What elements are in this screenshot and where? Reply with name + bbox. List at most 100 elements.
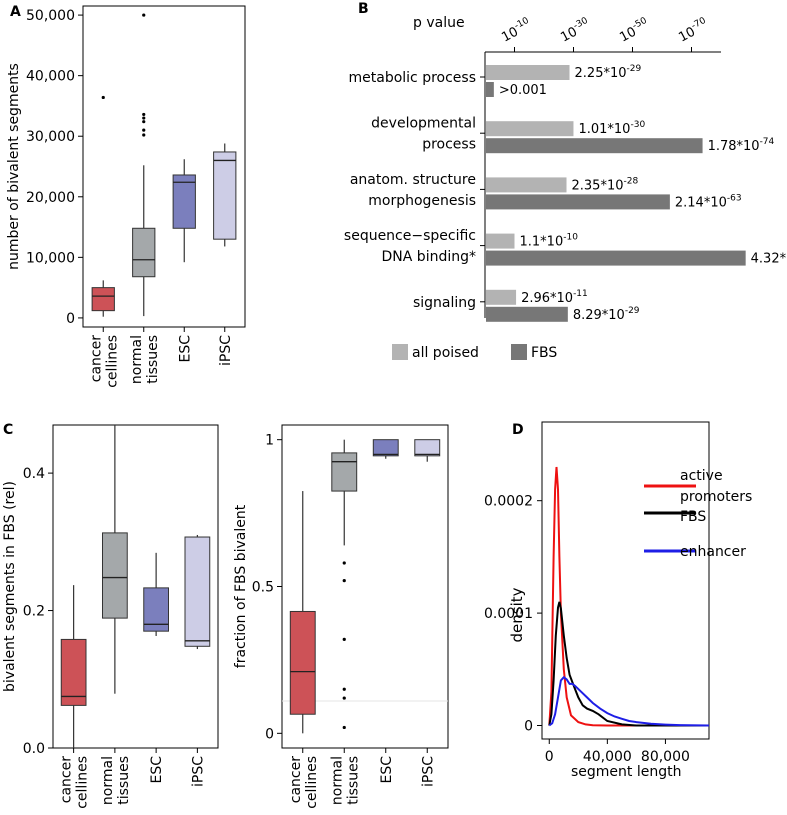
box-1 (102, 532, 128, 619)
outlier-point (342, 637, 346, 641)
bar-all-poised (486, 289, 517, 305)
outlier-point (342, 579, 346, 583)
x-axis-label: segment length (571, 764, 681, 780)
x-tick-label: 10-10 (498, 16, 534, 46)
bar-fbs (486, 82, 494, 97)
density-line-2 (548, 675, 710, 727)
bar-all-poised (486, 121, 574, 137)
category-label: morphogenesis (368, 193, 476, 209)
legend-label: promoters (680, 489, 752, 505)
bar-fbs (486, 250, 746, 266)
x-tick-label: iPSC (420, 756, 436, 787)
y-tick-label: 40,000 (26, 69, 75, 85)
bar-value-label: 2.25*10-29 (575, 64, 642, 81)
box-1 (132, 227, 156, 278)
y-axis-label: bivalent segments in FBS (rel) (2, 481, 18, 692)
category-label: anatom. structure (350, 172, 476, 188)
bar-all-poised (486, 65, 570, 80)
x-tick-label: tissues (145, 335, 161, 384)
x-tick-label: 10-70 (675, 16, 711, 46)
plot-frame (52, 424, 219, 749)
y-tick-label: 0.0001 (484, 606, 533, 622)
x-tick-label: 80,000 (641, 749, 690, 765)
outlier-point (342, 696, 346, 700)
box-2 (372, 439, 399, 457)
x-tick-label: normal (100, 756, 116, 805)
y-tick-label: 0.5 (252, 580, 274, 596)
outlier-point (142, 133, 146, 137)
y-axis-label: number of bivalent segments (6, 63, 22, 270)
legend-swatch (392, 344, 408, 360)
legend-label: all poised (412, 345, 479, 361)
chart-a-bivalent-count: 0 10,000 20,000 30,000 40,000 50,000 number of… (6, 5, 246, 388)
category-label: metabolic process (349, 70, 477, 86)
legend-swatch (511, 344, 527, 360)
chart-c-relative-segments: 0.0 0.2 0.4 bivalent segments in FBS (rel) c… (2, 424, 219, 809)
y-tick-label: 20,000 (26, 190, 75, 206)
outlier-point (142, 13, 146, 17)
bar-fbs (486, 306, 568, 322)
category-label: sequence−specific (344, 228, 476, 244)
category-label: developmental (371, 116, 476, 132)
x-tick-label: cellines (104, 335, 120, 388)
outlier-point (342, 687, 346, 691)
x-tick-label: tissues (116, 756, 132, 805)
x-tick-label: cellines (75, 756, 91, 809)
box-3 (184, 536, 211, 647)
legend-label: active (680, 468, 723, 484)
bar-all-poised (486, 177, 567, 193)
outlier-point (142, 116, 146, 120)
x-tick-label: ESC (149, 756, 165, 784)
y-tick-label: 10,000 (26, 250, 75, 266)
x-tick-label: tissues (345, 756, 361, 805)
y-tick-label: 0.2 (23, 604, 45, 620)
x-tick-label: 40,000 (583, 749, 632, 765)
x-tick-label: cancer (288, 756, 304, 803)
plot-frame (82, 5, 246, 328)
panel-label-d: D (512, 422, 524, 438)
bar-value-label: 8.29*10-29 (573, 306, 640, 323)
bar-value-label: 1.78*10-74 (708, 137, 775, 154)
box-2 (172, 174, 196, 229)
y-tick-label: 1 (265, 433, 274, 449)
box-0 (289, 610, 316, 715)
box-0 (91, 287, 115, 312)
legend-label: FBS (680, 509, 706, 525)
x-tick-label: 0 (545, 749, 554, 765)
bar-value-label: >0.001 (499, 83, 547, 98)
x-tick-label: 10-30 (557, 16, 593, 46)
legend-label: FBS (531, 345, 557, 361)
x-axis-label: p value (413, 15, 465, 31)
box-3 (414, 439, 441, 457)
bar-fbs (486, 138, 703, 154)
panel-label-a: A (10, 4, 21, 20)
y-tick-label: 0 (66, 311, 75, 327)
x-tick-label: normal (129, 335, 145, 384)
x-tick-label: ESC (177, 335, 193, 363)
outlier-point (101, 95, 105, 100)
y-tick-label: 0 (265, 726, 274, 742)
bar-value-label: 2.14*10-63 (675, 193, 742, 210)
y-tick-label: 0.0002 (484, 494, 533, 510)
panel-label-b: B (358, 1, 369, 17)
y-tick-label: 0.4 (23, 466, 45, 482)
x-tick-label: normal (329, 756, 345, 805)
outlier-point (342, 561, 346, 565)
bar-fbs (486, 194, 670, 210)
x-tick-label: cancer (59, 756, 75, 803)
bar-value-label: 1.01*10-30 (578, 120, 645, 137)
bar-value-label: 2.35*10-28 (572, 176, 639, 193)
chart-b-pvalue-bars: p value 10-10 10-30 10-50 10-70 metabolic pro… (344, 15, 787, 361)
density-line-0 (548, 466, 709, 727)
bar-value-label: 4.32*10-89 (751, 250, 787, 267)
plot-frame (541, 421, 710, 740)
outlier-point (142, 128, 146, 132)
y-axis-label: density (508, 587, 526, 642)
x-tick-label: 10-50 (616, 16, 652, 46)
bar-all-poised (486, 233, 515, 249)
bar-value-label: 1.1*10-10 (520, 233, 579, 250)
density-line-1 (548, 601, 709, 727)
y-tick-label: 0.0 (23, 741, 45, 757)
y-tick-label: 30,000 (26, 129, 75, 145)
